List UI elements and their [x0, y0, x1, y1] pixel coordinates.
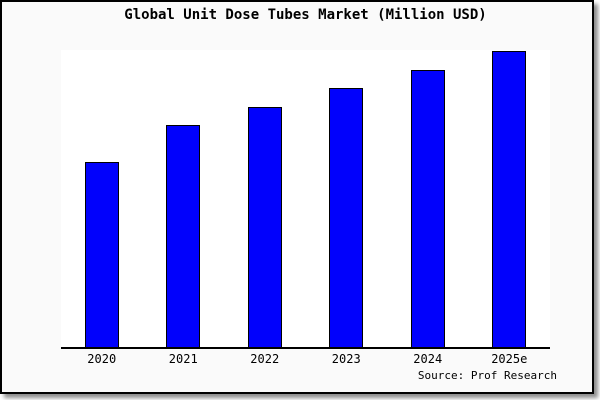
bar-2024	[410, 69, 445, 347]
bar-slot	[469, 50, 551, 347]
x-tick-label: 2023	[331, 352, 361, 366]
plot-area	[61, 50, 550, 349]
x-axis-labels: 2020 2021 2022 2023 2024 2025e	[61, 352, 550, 366]
bar-slot	[387, 50, 469, 347]
x-tick-label: 2020	[87, 352, 117, 366]
chart-page: Global Unit Dose Tubes Market (Million U…	[0, 0, 594, 394]
source-credit: Source: Prof Research	[417, 369, 557, 382]
bar-2022	[247, 106, 282, 347]
x-tick-label: 2025e	[491, 352, 528, 366]
bars-container	[61, 50, 550, 347]
bar-2025e	[492, 51, 527, 347]
bar-slot	[224, 50, 306, 347]
bar-2023	[329, 88, 364, 347]
bar-slot	[61, 50, 143, 347]
x-tick-label: 2021	[168, 352, 198, 366]
x-tick-label: 2022	[250, 352, 280, 366]
x-tick-label: 2024	[413, 352, 443, 366]
chart-title: Global Unit Dose Tubes Market (Million U…	[124, 7, 487, 23]
bar-slot	[143, 50, 225, 347]
bar-slot	[306, 50, 388, 347]
bar-2021	[166, 125, 201, 347]
bar-2020	[84, 162, 119, 347]
